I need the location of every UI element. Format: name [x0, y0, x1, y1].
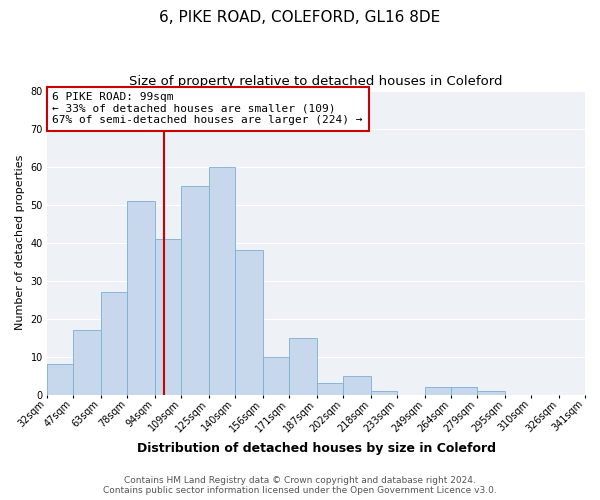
Bar — [343, 376, 371, 394]
Bar — [371, 391, 397, 394]
Title: Size of property relative to detached houses in Coleford: Size of property relative to detached ho… — [129, 75, 503, 88]
Bar — [181, 186, 209, 394]
Bar — [101, 292, 127, 394]
Bar — [477, 391, 505, 394]
Bar — [263, 356, 289, 395]
Bar — [289, 338, 317, 394]
Bar — [47, 364, 73, 394]
Text: 6, PIKE ROAD, COLEFORD, GL16 8DE: 6, PIKE ROAD, COLEFORD, GL16 8DE — [160, 10, 440, 25]
Bar — [155, 239, 181, 394]
X-axis label: Distribution of detached houses by size in Coleford: Distribution of detached houses by size … — [137, 442, 496, 455]
Text: 6 PIKE ROAD: 99sqm
← 33% of detached houses are smaller (109)
67% of semi-detach: 6 PIKE ROAD: 99sqm ← 33% of detached hou… — [52, 92, 363, 126]
Bar — [425, 387, 451, 394]
Bar — [317, 383, 343, 394]
Text: Contains HM Land Registry data © Crown copyright and database right 2024.
Contai: Contains HM Land Registry data © Crown c… — [103, 476, 497, 495]
Bar — [451, 387, 477, 394]
Bar — [209, 166, 235, 394]
Bar — [127, 201, 155, 394]
Bar — [73, 330, 101, 394]
Y-axis label: Number of detached properties: Number of detached properties — [15, 155, 25, 330]
Bar — [235, 250, 263, 394]
